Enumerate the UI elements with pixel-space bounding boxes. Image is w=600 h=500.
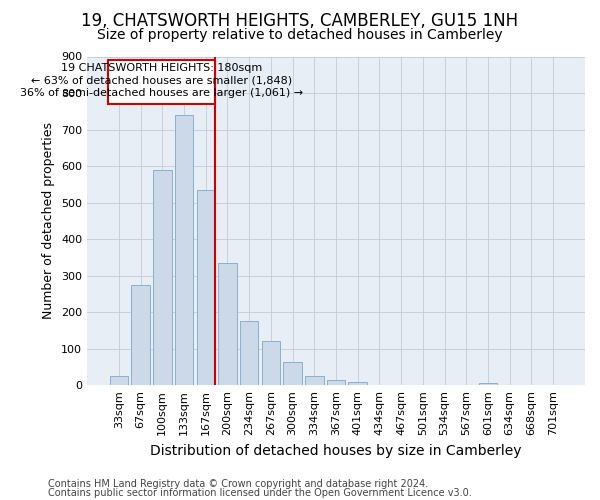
Text: ← 63% of detached houses are smaller (1,848): ← 63% of detached houses are smaller (1,… [31,76,292,86]
Bar [479,384,497,386]
Bar [197,190,215,386]
Bar [218,263,236,386]
Bar [110,376,128,386]
Y-axis label: Number of detached properties: Number of detached properties [43,122,55,320]
Text: 36% of semi-detached houses are larger (1,061) →: 36% of semi-detached houses are larger (… [20,88,303,98]
Bar [175,115,193,386]
Bar [349,382,367,386]
Text: Contains public sector information licensed under the Open Government Licence v3: Contains public sector information licen… [48,488,472,498]
Bar [153,170,172,386]
Text: Size of property relative to detached houses in Camberley: Size of property relative to detached ho… [97,28,503,42]
Bar [131,285,150,386]
Bar [283,362,302,386]
Text: 19 CHATSWORTH HEIGHTS: 180sqm: 19 CHATSWORTH HEIGHTS: 180sqm [61,63,262,73]
Text: 19, CHATSWORTH HEIGHTS, CAMBERLEY, GU15 1NH: 19, CHATSWORTH HEIGHTS, CAMBERLEY, GU15 … [82,12,518,30]
Bar [305,376,323,386]
X-axis label: Distribution of detached houses by size in Camberley: Distribution of detached houses by size … [150,444,522,458]
Text: Contains HM Land Registry data © Crown copyright and database right 2024.: Contains HM Land Registry data © Crown c… [48,479,428,489]
Bar [240,322,259,386]
Bar [327,380,345,386]
Bar [262,342,280,386]
Bar [108,60,215,104]
